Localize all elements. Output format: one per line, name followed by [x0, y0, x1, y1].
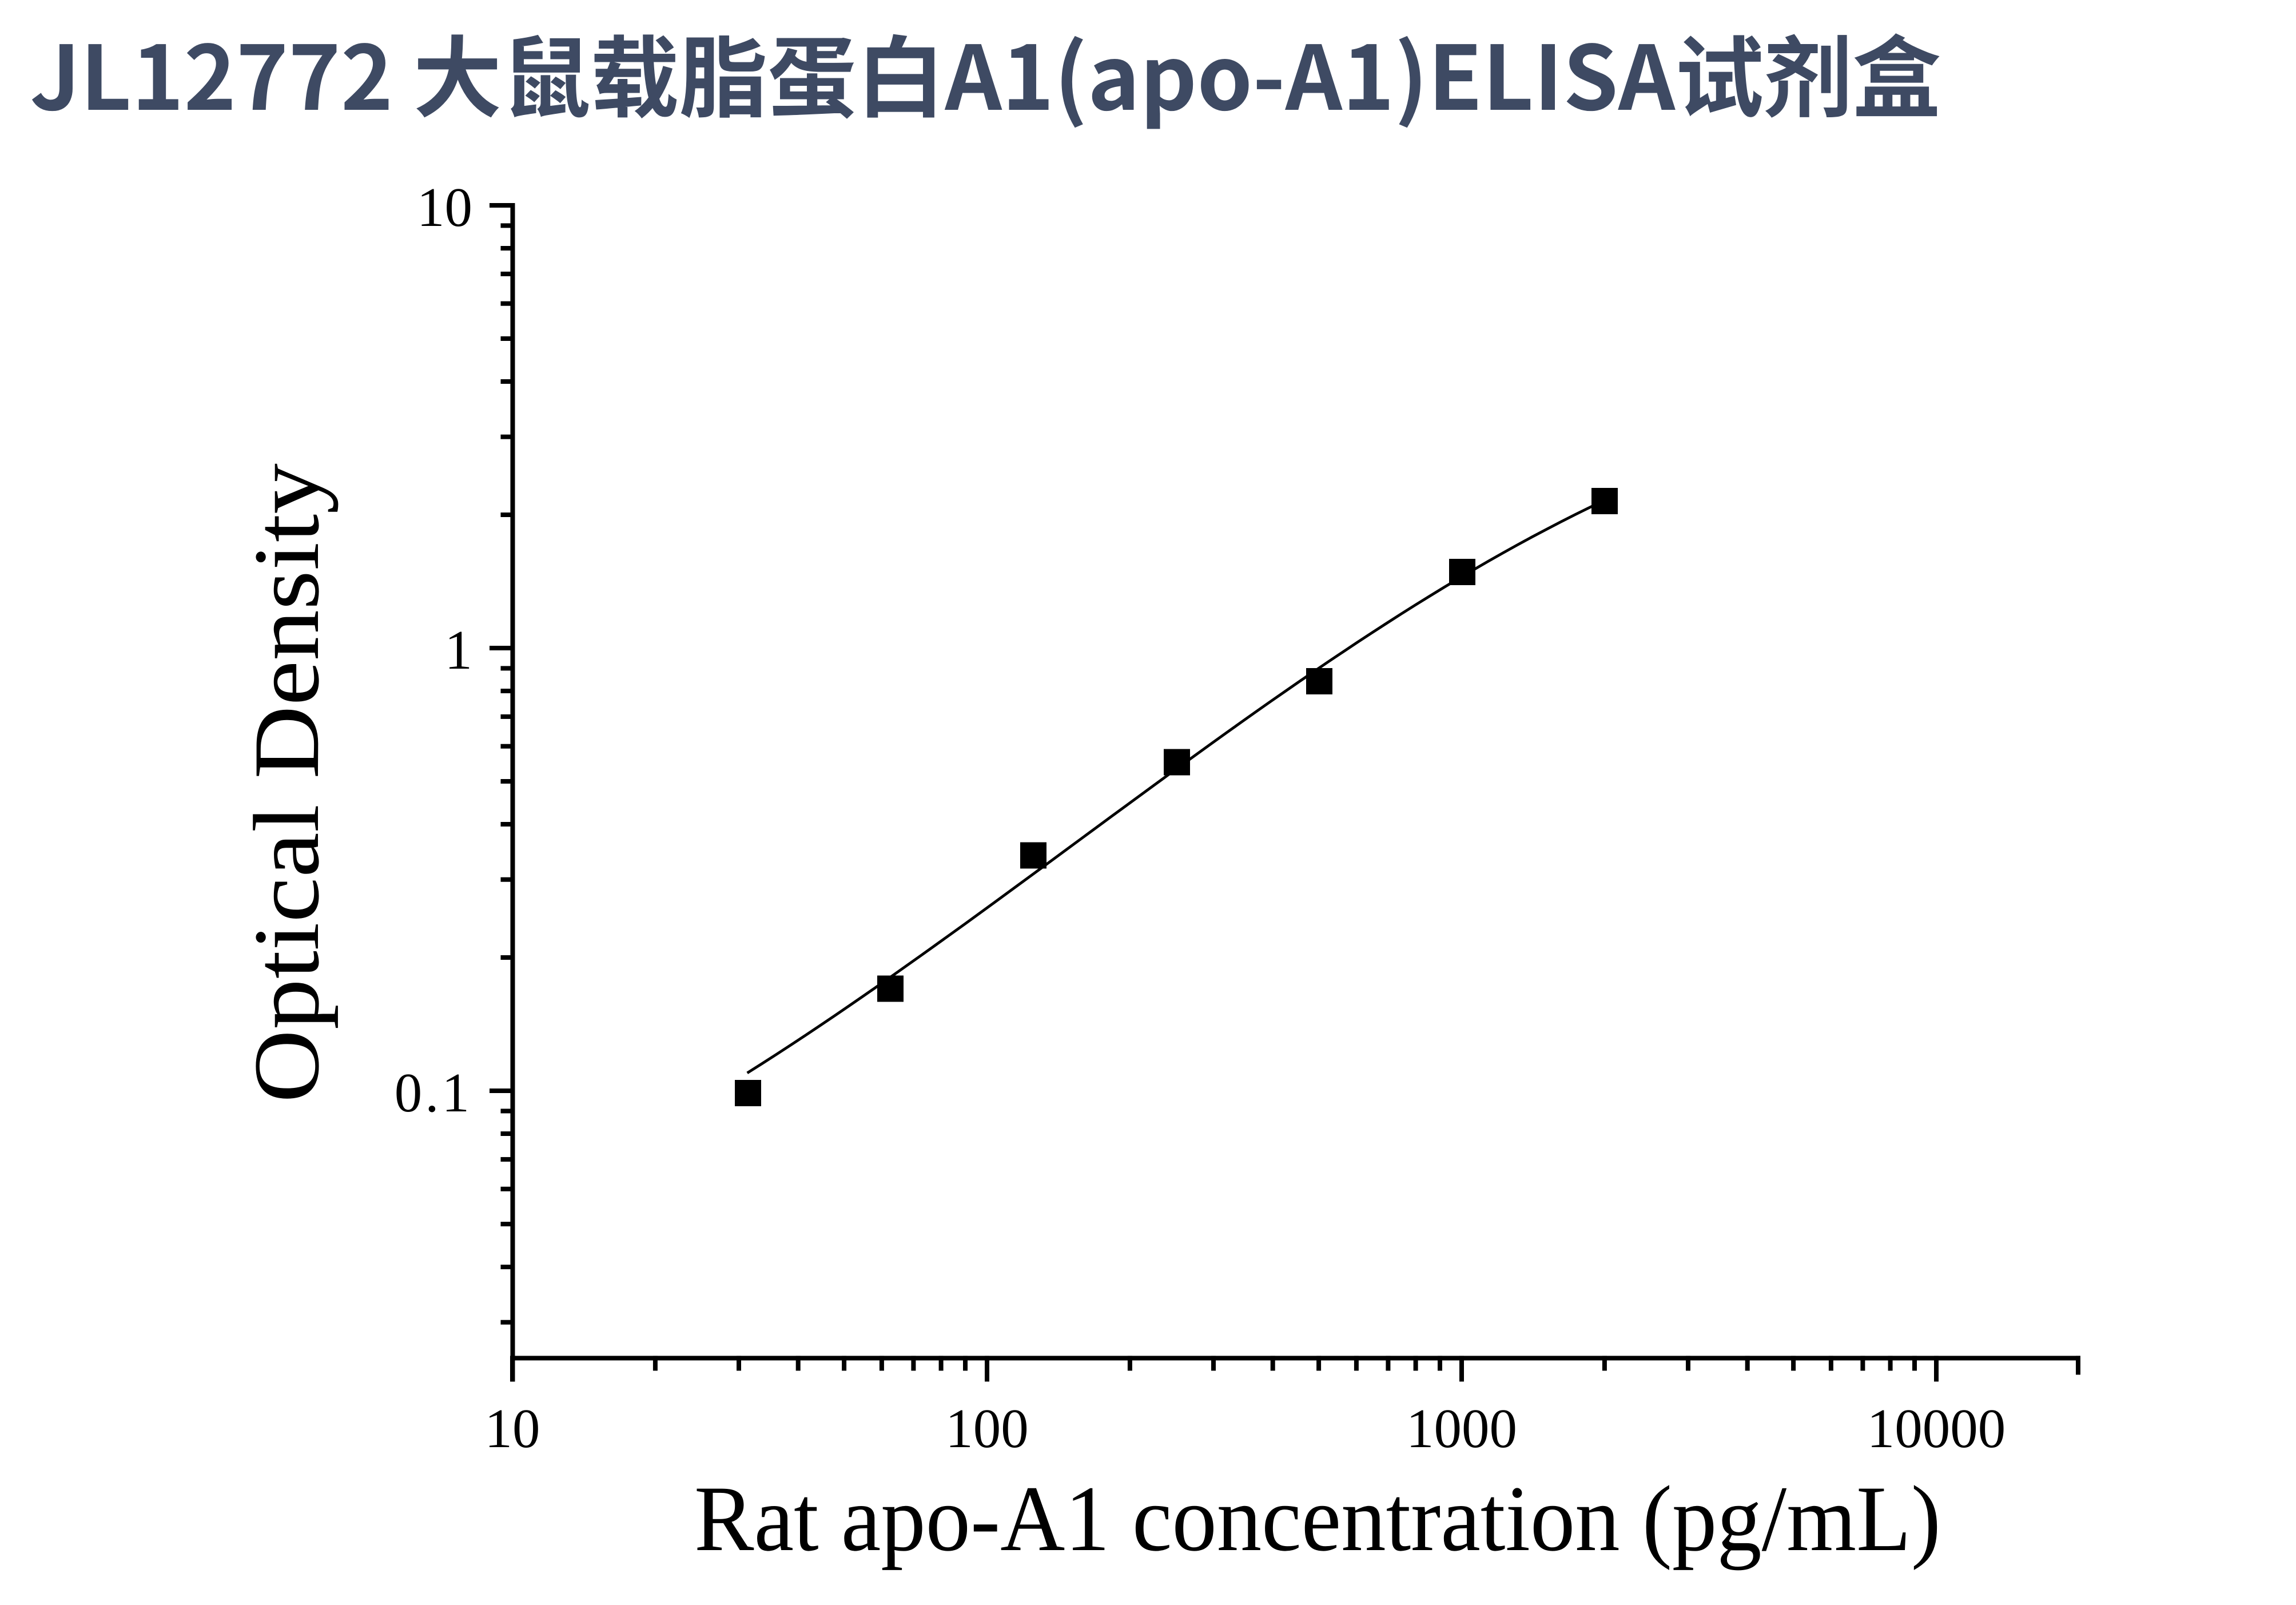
svg-text:0.1: 0.1 — [395, 1062, 472, 1123]
svg-text:100: 100 — [945, 1398, 1029, 1459]
svg-text:1000: 1000 — [1406, 1398, 1517, 1459]
svg-text:1: 1 — [445, 619, 473, 681]
svg-text:10: 10 — [485, 1398, 540, 1459]
svg-text:10: 10 — [417, 177, 472, 238]
svg-text:10000: 10000 — [1867, 1398, 2006, 1459]
svg-text:Rat apo-A1 concentration (pg/m: Rat apo-A1 concentration (pg/mL) — [694, 1467, 1941, 1571]
svg-text:Optical Density: Optical Density — [235, 463, 339, 1103]
